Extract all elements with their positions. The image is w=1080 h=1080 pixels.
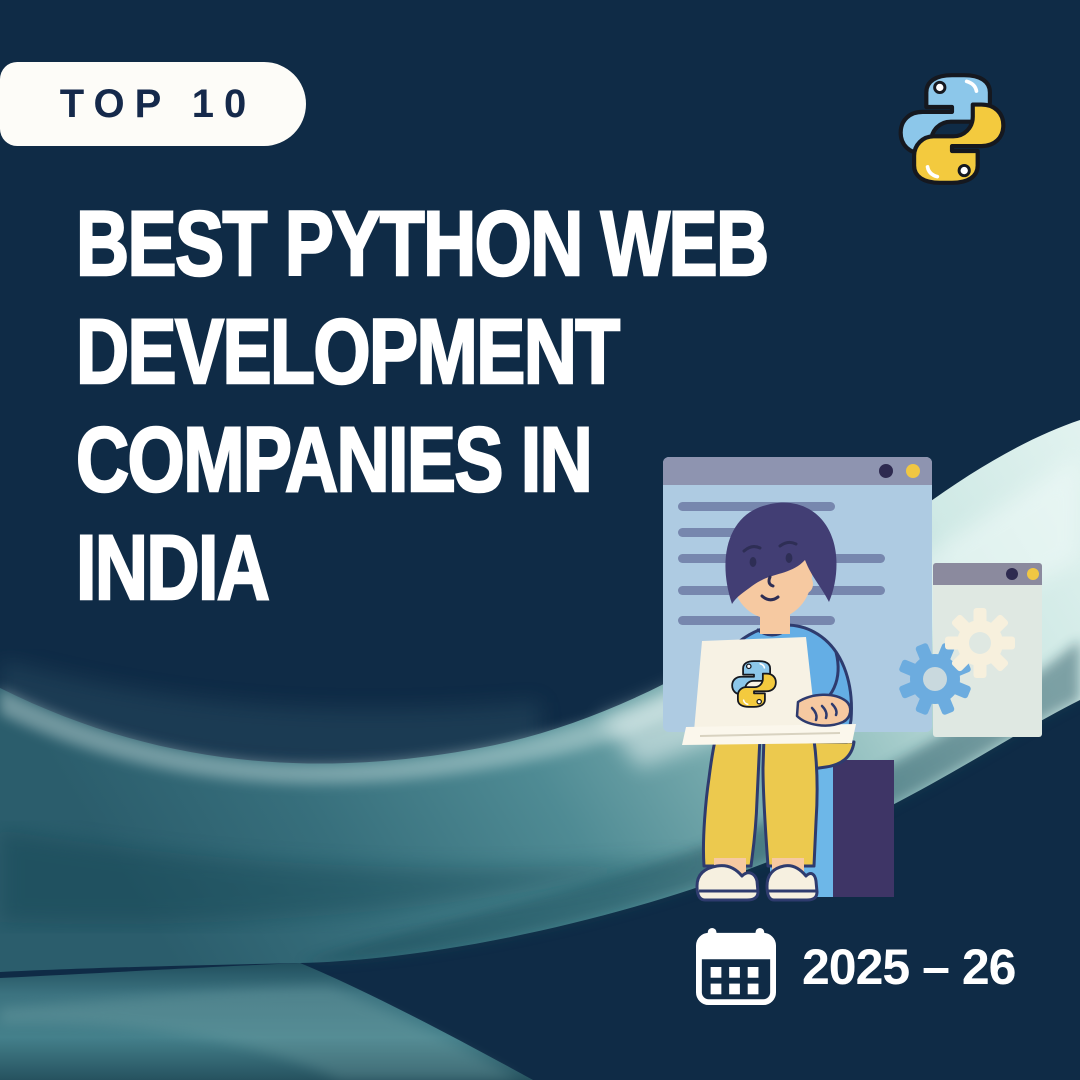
seat-box-purple: [833, 760, 894, 897]
eye: [785, 553, 793, 563]
text-line-bar: [678, 616, 835, 625]
shoes: [695, 864, 819, 902]
badge-label: TOP 10: [59, 81, 257, 126]
eyebrow: [742, 545, 762, 553]
smile: [760, 594, 780, 602]
wave-crest-highlight: [0, 648, 760, 784]
main-title: BEST PYTHON WEB DEVELOPMENT COMPANIES IN…: [75, 190, 940, 622]
title-line: COMPANIES IN: [75, 408, 594, 513]
hand: [795, 693, 852, 727]
wave-reflection-streak: [0, 986, 520, 1080]
gears-group: [899, 608, 1015, 715]
top10-badge: TOP 10: [0, 62, 306, 146]
pants: [701, 734, 856, 868]
year-label: 2025 – 26: [802, 939, 1016, 995]
head: [725, 502, 837, 634]
developer-illustration: [682, 502, 894, 902]
laptop: [682, 637, 856, 745]
eyebrow: [778, 540, 798, 548]
window-dot: [879, 464, 893, 478]
text-line-bar: [678, 502, 835, 511]
ear: [799, 575, 813, 593]
window-header: [933, 563, 1042, 585]
footer-row: 2025 – 26: [696, 922, 1016, 1012]
gear-icon-blue: [899, 643, 971, 715]
window-dot: [906, 464, 920, 478]
title-line: BEST PYTHON WEB: [75, 192, 770, 297]
title-line: DEVELOPMENT: [75, 300, 621, 405]
title-line: INDIA: [75, 516, 271, 621]
eye: [749, 557, 757, 567]
calendar-icon: [696, 927, 776, 1006]
window-dot: [1027, 568, 1039, 580]
window-dot: [1006, 568, 1018, 580]
gear-icon-cream: [945, 608, 1015, 678]
python-logo: [886, 56, 1018, 202]
hair: [725, 502, 837, 604]
nose: [767, 575, 775, 588]
window-header: [663, 457, 932, 485]
wave-inner-streak: [0, 830, 700, 925]
